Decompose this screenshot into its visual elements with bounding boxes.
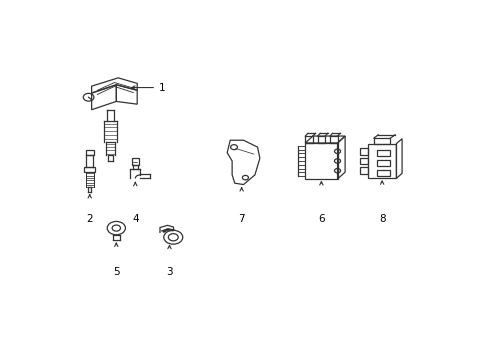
Bar	[305, 143, 338, 179]
Text: 2: 2	[86, 214, 93, 224]
Bar	[318, 136, 325, 143]
Text: 5: 5	[113, 267, 120, 277]
Text: 8: 8	[379, 214, 386, 224]
Bar	[330, 136, 338, 143]
Bar	[377, 159, 391, 166]
Bar	[84, 167, 95, 172]
Bar	[377, 170, 391, 176]
Bar	[374, 138, 391, 144]
Bar	[368, 144, 396, 178]
Text: 7: 7	[238, 214, 245, 224]
Bar	[131, 158, 139, 165]
Bar	[86, 150, 94, 156]
Text: 4: 4	[132, 214, 139, 224]
Bar	[377, 150, 391, 156]
Bar	[305, 136, 313, 143]
Text: 1: 1	[159, 82, 165, 93]
Text: 3: 3	[166, 267, 173, 277]
Text: 6: 6	[318, 214, 325, 224]
